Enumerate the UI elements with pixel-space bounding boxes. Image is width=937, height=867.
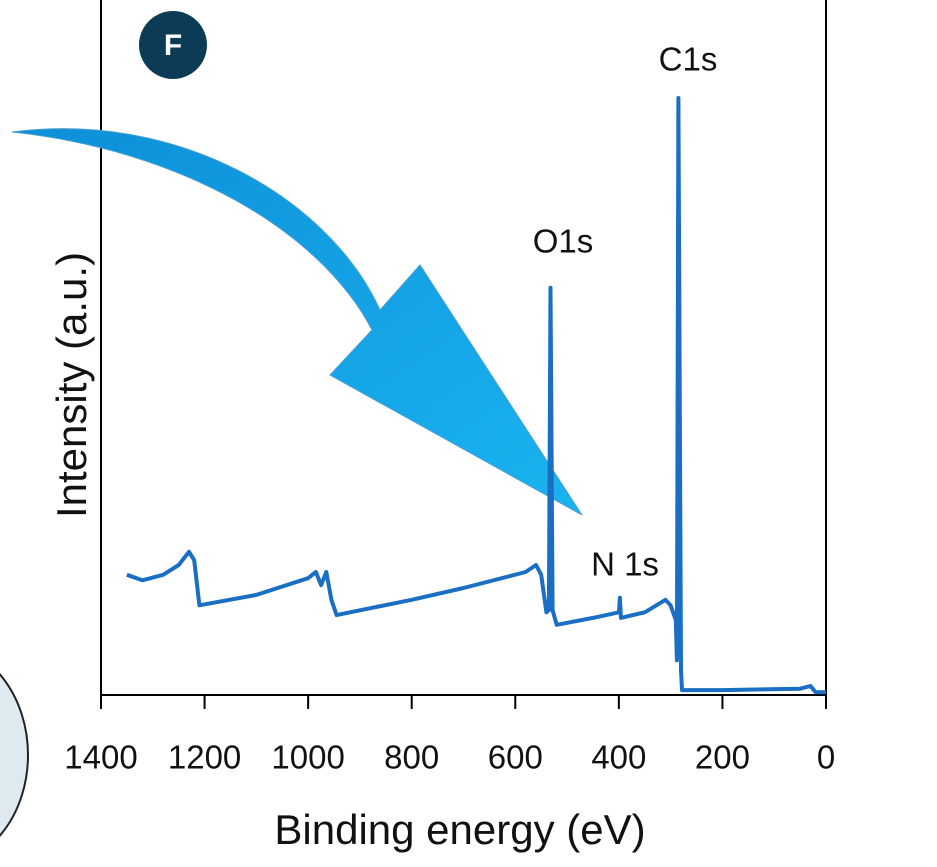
panel-badge [139, 11, 207, 79]
arrow [11, 128, 583, 516]
x-axis-label: Binding energy (eV) [274, 806, 645, 853]
x-tick-label: 1200 [168, 739, 241, 776]
x-tick-label: 0 [817, 739, 835, 776]
peak-annotation: N 1s [591, 546, 659, 583]
x-tick-label: 800 [384, 739, 439, 776]
data-line [126, 96, 826, 695]
y-axis-label: Intensity (a.u.) [48, 252, 95, 518]
decorative-image [0, 673, 29, 837]
peak-annotation: O1s [533, 223, 594, 260]
peak-annotation: C1s [659, 41, 718, 78]
x-tick-label: 600 [488, 739, 543, 776]
x-tick-label: 1000 [271, 739, 344, 776]
panel-label: F [164, 29, 182, 62]
x-tick-label: 400 [591, 739, 646, 776]
x-tick-label: 200 [695, 739, 750, 776]
x-tick-label: 1400 [64, 739, 137, 776]
